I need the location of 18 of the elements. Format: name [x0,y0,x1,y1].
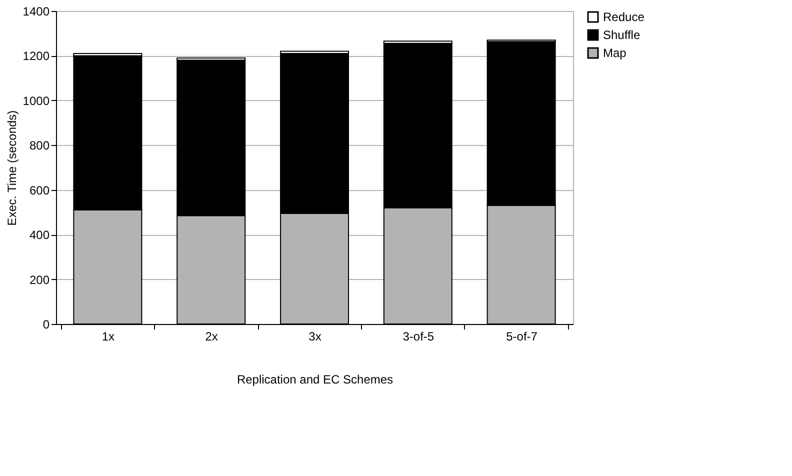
y-tick-label: 400 [29,228,50,242]
y-axis-title: Exec. Time (seconds) [4,110,19,226]
legend-label: Shuffle [603,28,640,42]
y-tick-label: 600 [29,183,50,198]
x-tick-label: 1x [102,330,115,344]
y-tick-label: 1200 [22,49,50,64]
y-tick-label: 0 [42,318,50,332]
y-tick-label: 800 [29,138,50,153]
x-tick-label: 3-of-5 [402,330,434,344]
y-tick-label: 1400 [22,4,50,18]
x-tick-label: 2x [205,330,218,344]
x-tick-label: 3x [308,330,322,344]
y-tick-label: 200 [29,272,50,287]
x-tick-label: 5-of-7 [506,330,538,344]
x-axis-title: Replication and EC Schemes [236,372,394,386]
legend-label: Map [603,46,627,60]
y-tick-label: 1000 [22,94,50,108]
legend-label: Reduce [603,10,645,24]
